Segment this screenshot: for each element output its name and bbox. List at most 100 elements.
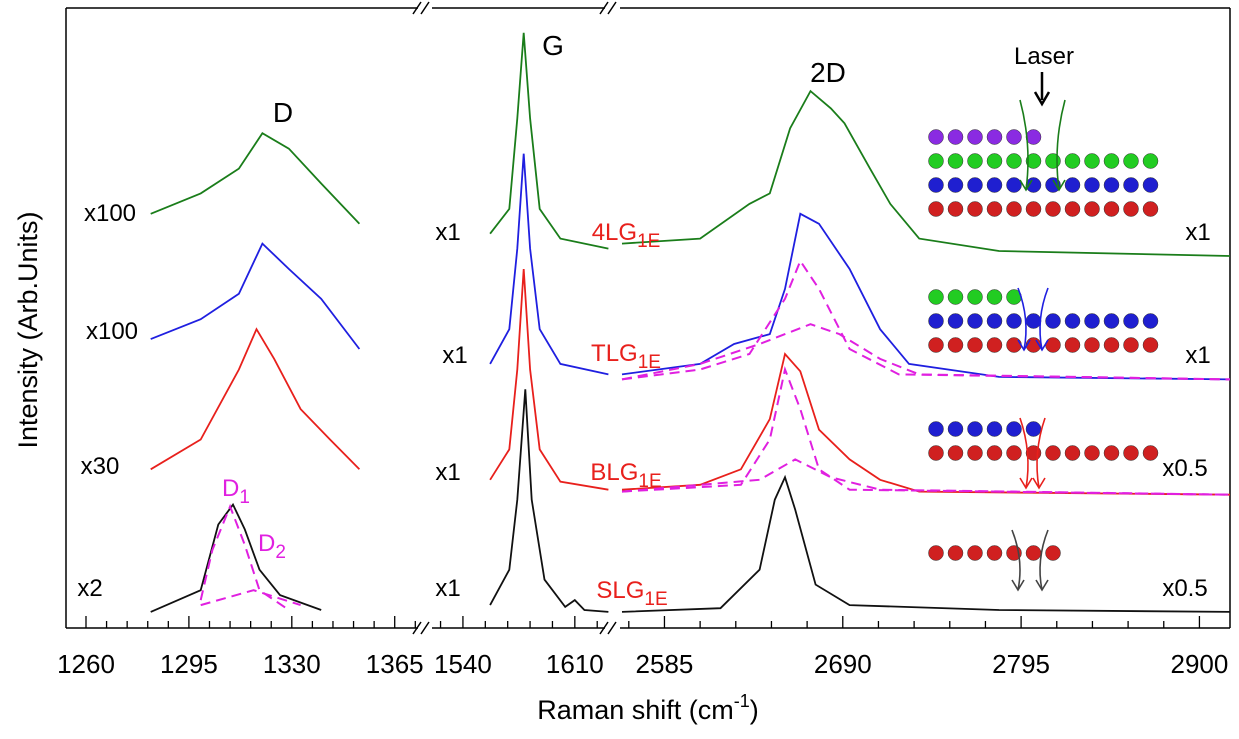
spectrum-line [489, 153, 609, 376]
atom [947, 129, 964, 145]
laser-arrow [1033, 72, 1051, 107]
x-tick-label: 2585 [636, 649, 694, 679]
annotation: 4LG1E [592, 219, 661, 252]
annotation: x30 [81, 453, 120, 480]
atom [1006, 421, 1022, 437]
atom [947, 337, 964, 353]
annotation-text: x0.5 [1162, 575, 1207, 602]
atom [967, 201, 983, 217]
beam-arrow [1019, 417, 1033, 490]
atom [986, 289, 1003, 305]
atom [1025, 421, 1042, 437]
x-tick-label: 2690 [814, 649, 872, 679]
atom [928, 289, 944, 305]
atom [1045, 201, 1061, 217]
annotation-text: x1 [442, 342, 467, 369]
annotation: x2 [77, 575, 102, 602]
atom [1103, 445, 1120, 461]
atom [986, 153, 1003, 169]
spectrum-line [489, 268, 609, 491]
annotation-text: SLG [596, 577, 644, 604]
beam-arrow [1052, 99, 1066, 192]
beam-arrow [1035, 529, 1049, 592]
atom [947, 177, 964, 193]
atom [1142, 201, 1159, 217]
atom [986, 177, 1003, 193]
annotation-text: x30 [81, 453, 120, 480]
atom [1006, 129, 1022, 145]
atom [928, 153, 944, 169]
annotation: D2 [258, 530, 286, 563]
atom [1123, 337, 1139, 353]
annotation: x0.5 [1162, 575, 1207, 602]
atom [928, 201, 944, 217]
atom [1123, 313, 1139, 329]
atom [1045, 153, 1061, 169]
annotation: x1 [435, 219, 460, 246]
atom [1103, 337, 1120, 353]
atom [1084, 177, 1100, 193]
atom [1006, 201, 1022, 217]
annotation-text: BLG [590, 459, 638, 486]
annotation: x1 [1185, 219, 1210, 246]
atom [1006, 177, 1022, 193]
spectrum-line [621, 212, 1231, 381]
x-tick-label: 1295 [160, 649, 218, 679]
spectrum-line [621, 323, 1231, 381]
atom [1006, 445, 1022, 461]
annotation: x100 [84, 200, 136, 227]
atom [1025, 201, 1042, 217]
x-axis-label-end: ) [750, 695, 759, 725]
atom [947, 445, 964, 461]
atom [1006, 153, 1022, 169]
atom [1045, 545, 1061, 561]
atom [1103, 201, 1120, 217]
atom [1025, 129, 1042, 145]
annotation-text: 4LG [592, 219, 637, 246]
annotation-text: D [258, 530, 275, 557]
atom [967, 153, 983, 169]
annotation: G [542, 30, 564, 61]
x-axis-label-sup: -1 [734, 691, 750, 711]
atom [1045, 337, 1061, 353]
annotation: x1 [1185, 342, 1210, 369]
atom [928, 129, 944, 145]
annotation: Laser [1014, 43, 1074, 70]
atom [947, 545, 964, 561]
spectrum-line [150, 327, 361, 471]
atom [967, 337, 983, 353]
annotation-text: D [273, 97, 293, 128]
spectrum-line [489, 32, 609, 250]
beam-arrow [1017, 287, 1031, 352]
annotation: x1 [442, 342, 467, 369]
annotation-sub: 1E [644, 589, 667, 610]
beam-arrow [1035, 287, 1049, 352]
atom [947, 153, 964, 169]
atom [967, 445, 983, 461]
atom [1045, 177, 1061, 193]
annotation-text: x1 [435, 219, 460, 246]
atom [967, 177, 983, 193]
y-axis-label: Intensity (Arb.Units) [13, 211, 43, 448]
annotation-sub: 1 [239, 487, 250, 508]
atom [928, 337, 944, 353]
annotation: x1 [435, 575, 460, 602]
atom [1142, 445, 1159, 461]
atom [1025, 153, 1042, 169]
annotation-text: x2 [77, 575, 102, 602]
x-tick-label: 1330 [263, 649, 321, 679]
annotation-text: x1 [1185, 219, 1210, 246]
spectrum-line [200, 589, 301, 607]
annotation-sub: 2 [275, 542, 286, 563]
frame [65, 1, 1231, 635]
atom [1142, 313, 1159, 329]
atom [1142, 177, 1159, 193]
atom [1045, 313, 1061, 329]
beam-arrow [1032, 417, 1046, 490]
x-axis-label-text: Raman shift (cm [537, 695, 734, 725]
atom [967, 129, 983, 145]
beam-arrow [1019, 99, 1033, 192]
annotation: x0.5 [1162, 455, 1207, 482]
annotation: D [273, 97, 293, 128]
atom [967, 545, 983, 561]
